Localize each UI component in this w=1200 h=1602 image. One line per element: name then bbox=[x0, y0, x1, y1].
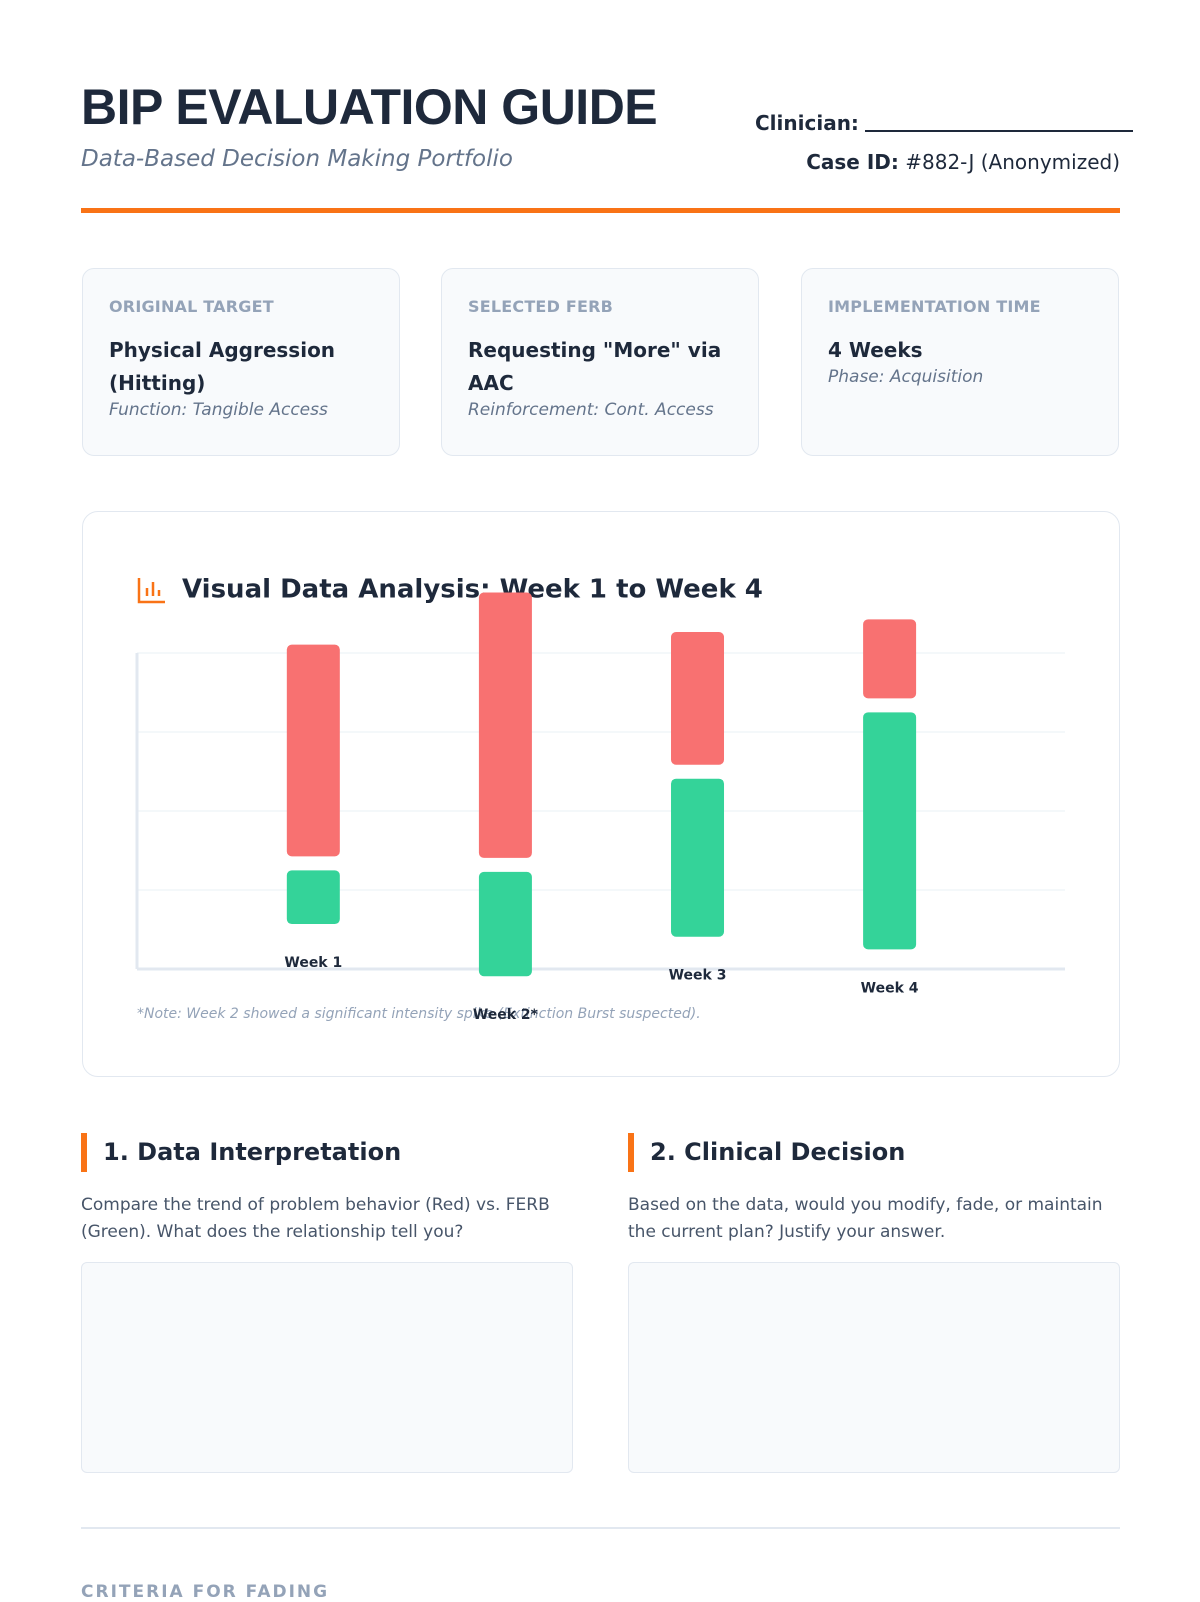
answer-box[interactable] bbox=[628, 1262, 1120, 1473]
footer-divider bbox=[81, 1527, 1120, 1529]
card-label: IMPLEMENTATION TIME bbox=[828, 297, 1041, 316]
bar bbox=[671, 778, 725, 937]
chart: Visual Data Analysis: Week 1 to Week 4 *… bbox=[135, 575, 1065, 1023]
x-tick-label: Week 4 bbox=[861, 980, 919, 996]
case-value: #882-J (Anonymized) bbox=[905, 150, 1120, 174]
chart-card bbox=[82, 511, 1120, 1077]
bar bbox=[863, 619, 917, 699]
bar bbox=[478, 592, 532, 858]
card: ORIGINAL TARGET Physical Aggression (Hit… bbox=[82, 268, 400, 456]
card-value: Requesting "More" via AAC bbox=[468, 338, 722, 395]
bar bbox=[478, 871, 532, 977]
card-value: Physical Aggression (Hitting) bbox=[109, 338, 336, 395]
card-label: ORIGINAL TARGET bbox=[109, 297, 274, 316]
chart-note: *Note: Week 2 showed a significant inten… bbox=[137, 1006, 701, 1022]
case-label: Case ID: bbox=[806, 150, 899, 174]
clinician-label: Clinician: bbox=[755, 111, 859, 135]
case-id: Case ID: #882-J (Anonymized) bbox=[806, 150, 1120, 174]
chart-icon bbox=[137, 578, 165, 604]
answer-box[interactable] bbox=[81, 1262, 573, 1473]
card-sub: Phase: Acquisition bbox=[828, 367, 984, 387]
card-label: SELECTED FERB bbox=[468, 297, 613, 316]
signature-line bbox=[864, 130, 1133, 132]
bar bbox=[863, 712, 917, 950]
title: BIP EVALUATION GUIDE bbox=[81, 79, 658, 135]
subtitle: Data-Based Decision Making Portfolio bbox=[81, 146, 513, 172]
bar bbox=[286, 870, 340, 925]
x-tick-label: Week 1 bbox=[284, 955, 342, 971]
clinician: Clinician: bbox=[755, 111, 1133, 135]
section: 2. Clinical Decision Based on the data, … bbox=[628, 1133, 1120, 1473]
section: 1. Data Interpretation Compare the trend… bbox=[81, 1133, 573, 1473]
card: SELECTED FERB Requesting "More" via AAC … bbox=[441, 268, 759, 456]
x-tick-label: Week 3 bbox=[669, 968, 727, 984]
card-value: 4 Weeks bbox=[828, 338, 923, 362]
card-sub: Reinforcement: Cont. Access bbox=[468, 400, 714, 420]
x-tick-label: Week 2* bbox=[473, 1007, 539, 1023]
bar bbox=[286, 644, 340, 857]
card-sub: Function: Tangible Access bbox=[109, 400, 328, 420]
chart-title: Visual Data Analysis: Week 1 to Week 4 bbox=[182, 575, 763, 605]
section-title: 1. Data Interpretation bbox=[81, 1133, 573, 1172]
section-prompt: Compare the trend of problem behavior (R… bbox=[81, 1195, 550, 1242]
section-prompt: Based on the data, would you modify, fad… bbox=[628, 1195, 1103, 1242]
section-title: 2. Clinical Decision bbox=[628, 1133, 1120, 1172]
card: IMPLEMENTATION TIME 4 Weeks Phase: Acqui… bbox=[801, 268, 1119, 456]
divider bbox=[81, 208, 1120, 213]
bar bbox=[671, 631, 725, 765]
footer-label: CRITERIA FOR FADING bbox=[81, 1582, 330, 1602]
